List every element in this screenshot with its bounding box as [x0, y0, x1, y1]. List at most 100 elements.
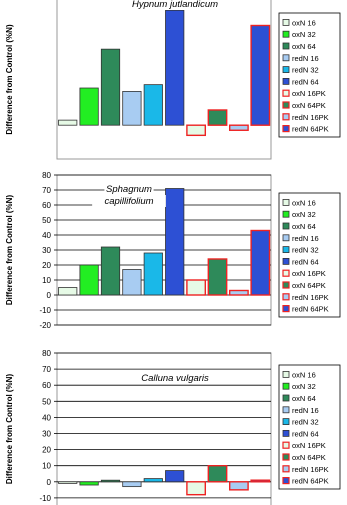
legend-swatch [283, 102, 289, 108]
y-tick-label: 10 [42, 276, 51, 285]
legend-label: redN 64PK [292, 125, 329, 134]
legend-swatch [283, 199, 289, 205]
bar [251, 480, 269, 482]
bar [101, 480, 119, 482]
legend-swatch [283, 430, 289, 436]
y-axis-label: Difference from Control (%N) [5, 374, 14, 485]
legend-swatch [283, 282, 289, 288]
legend-label: oxN 32 [292, 210, 316, 219]
plot-area [57, 0, 271, 159]
y-tick-label: -10 [39, 306, 51, 315]
bar [58, 288, 76, 296]
legend-swatch [283, 294, 289, 300]
bar [123, 482, 141, 487]
legend-label: oxN 32 [292, 30, 316, 39]
legend-label: oxN 64PK [292, 453, 326, 462]
legend-label: redN 32 [292, 66, 319, 75]
legend-label: oxN 64PK [292, 281, 326, 290]
legend-label: redN 32 [292, 246, 319, 255]
bar [58, 482, 76, 484]
legend-swatch [283, 235, 289, 241]
bar [165, 10, 183, 125]
legend-swatch [283, 223, 289, 229]
y-tick-label: 30 [42, 430, 51, 439]
bar [80, 88, 98, 125]
legend-label: redN 16PK [292, 293, 329, 302]
bar [251, 25, 269, 125]
legend-label: redN 32 [292, 418, 319, 427]
legend-label: redN 16PK [292, 113, 329, 122]
chart-title: Hypnum jutlandicum [132, 0, 218, 10]
legend-swatch [283, 442, 289, 448]
bar [208, 110, 226, 125]
legend-swatch [283, 67, 289, 73]
chart-panel-2: -20 -10 0 10 20 30 40 50 60 70 80 Difference from C… [5, 171, 340, 330]
legend-label: redN 16PK [292, 465, 329, 474]
legend-swatch [283, 419, 289, 425]
y-tick-label: 40 [42, 413, 51, 422]
bar [101, 49, 119, 125]
y-tick-label: -20 [39, 321, 51, 330]
legend-swatch [283, 55, 289, 61]
legend-label: redN 16 [292, 54, 319, 63]
y-tick-label: 10 [42, 462, 51, 471]
legend-swatch [283, 454, 289, 460]
y-tick-label: -10 [39, 494, 51, 503]
legend-swatch [283, 90, 289, 96]
legend-label: redN 64 [292, 257, 319, 266]
y-tick-label: 20 [42, 446, 51, 455]
legend-label: oxN 16PK [292, 269, 326, 278]
legend-swatch [283, 306, 289, 312]
y-axis-label: Difference from Control (%N) [5, 24, 14, 135]
legend-swatch [283, 258, 289, 264]
legend-label: oxN 64 [292, 42, 316, 51]
legend-swatch [283, 31, 289, 37]
bar [165, 471, 183, 482]
y-tick-label: 0 [47, 478, 52, 487]
legend-label: oxN 16PK [292, 89, 326, 98]
bar [208, 466, 226, 482]
bar [187, 125, 205, 135]
bar [187, 280, 205, 295]
chart-panel-1: Difference from Control (%N) Hypnum jutla… [5, 0, 340, 159]
y-tick-label: 70 [42, 186, 51, 195]
legend-label: redN 16 [292, 234, 319, 243]
y-tick-label: 80 [42, 349, 51, 358]
legend-label: oxN 64 [292, 222, 316, 231]
y-tick-label: 70 [42, 365, 51, 374]
bar [58, 120, 76, 125]
bar [230, 291, 248, 296]
bar [123, 91, 141, 125]
y-tick-label: 0 [47, 291, 52, 300]
legend-swatch [283, 114, 289, 120]
legend-swatch [283, 270, 289, 276]
bar [187, 482, 205, 495]
legend-label: redN 64PK [292, 305, 329, 314]
bar [230, 125, 248, 130]
bar [208, 259, 226, 295]
y-tick-label: 50 [42, 397, 51, 406]
legend-label: oxN 64PK [292, 101, 326, 110]
y-tick-label: 30 [42, 246, 51, 255]
legend-swatch [283, 383, 289, 389]
legend-label: oxN 64 [292, 394, 316, 403]
chart-title: capillifolium [104, 196, 153, 207]
legend-label: oxN 16 [292, 18, 316, 27]
bar [101, 247, 119, 295]
legend-swatch [283, 395, 289, 401]
legend-swatch [283, 478, 289, 484]
bar [144, 253, 162, 295]
y-tick-label: 50 [42, 216, 51, 225]
y-tick-label: 20 [42, 261, 51, 270]
legend-label: oxN 16PK [292, 441, 326, 450]
legend-swatch [283, 43, 289, 49]
y-tick-label: 60 [42, 381, 51, 390]
bar [144, 479, 162, 482]
bar [230, 482, 248, 490]
legend-swatch [283, 19, 289, 25]
legend-label: oxN 32 [292, 382, 316, 391]
y-tick-label: 60 [42, 201, 51, 210]
legend-label: redN 64PK [292, 477, 329, 486]
